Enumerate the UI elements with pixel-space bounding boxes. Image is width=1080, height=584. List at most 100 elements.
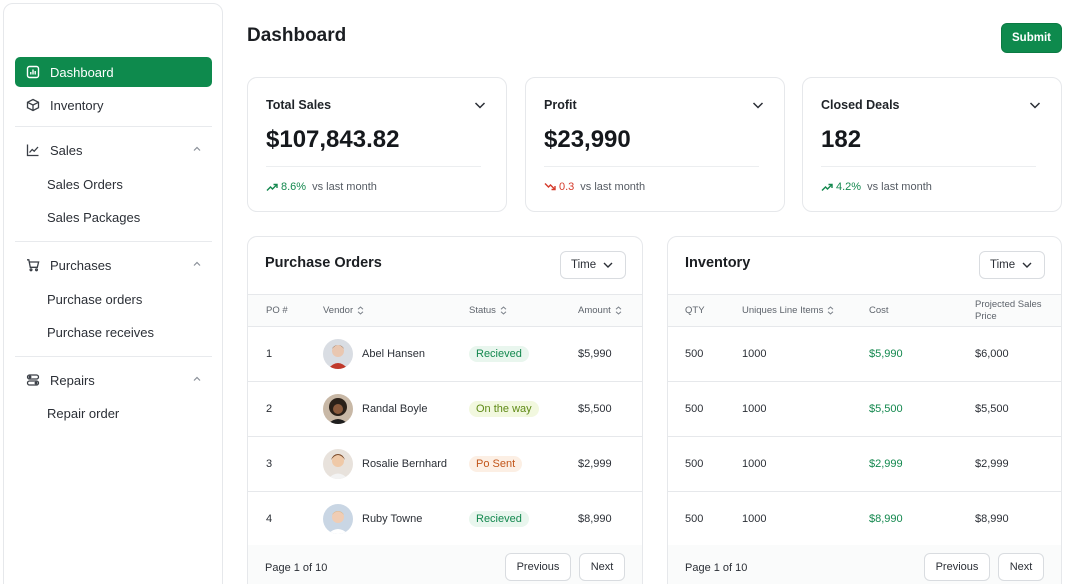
chevron-down-icon [1022, 262, 1032, 268]
status-badge: Po Sent [469, 456, 523, 472]
stat-title: Profit [544, 98, 577, 112]
column-header-unique-line-items[interactable]: Uniques Line Items [742, 295, 834, 326]
divider [15, 126, 212, 127]
chevron-down-icon[interactable] [474, 100, 486, 110]
table-row[interactable]: 500 1000 $5,990 $6,000 [668, 327, 1061, 382]
chevron-down-icon[interactable] [752, 100, 764, 110]
column-header-projected-sales-price: Projected Sales Price [975, 298, 1042, 322]
trend-up-icon [266, 183, 278, 191]
previous-button[interactable]: Previous [505, 553, 571, 581]
status-badge: Recieved [469, 346, 529, 362]
column-header-amount[interactable]: Amount [578, 295, 622, 326]
cell-po: 4 [266, 513, 273, 525]
cell-projected-price: $8,990 [975, 513, 1009, 525]
cell-projected-price: $6,000 [975, 348, 1009, 360]
cell-qty: 500 [685, 513, 704, 525]
column-header-status[interactable]: Status [469, 295, 507, 326]
cell-line-items: 1000 [742, 458, 767, 470]
chevron-up-icon[interactable] [192, 144, 202, 154]
next-button[interactable]: Next [579, 553, 625, 581]
sidebar-item-label: Dashboard [50, 64, 114, 80]
table-row[interactable]: 500 1000 $2,999 $2,999 [668, 437, 1061, 492]
line-chart-icon [26, 143, 40, 157]
cell-po: 2 [266, 403, 273, 415]
time-filter-dropdown[interactable]: Time [979, 251, 1045, 279]
sidebar-item-inventory[interactable]: Inventory [15, 90, 212, 120]
cell-line-items: 1000 [742, 513, 767, 525]
stat-suffix: vs last month [312, 181, 377, 193]
panel-title: Inventory [685, 255, 751, 271]
sort-icon [615, 306, 622, 315]
cell-po: 3 [266, 458, 273, 470]
sidebar-subitem-sales-orders[interactable]: Sales Orders [47, 177, 123, 192]
sidebar-item-purchases[interactable]: Purchases [15, 250, 212, 280]
sidebar-item-label: Purchases [50, 257, 112, 273]
table-header: QTY Uniques Line Items Cost Projected Sa… [668, 294, 1061, 327]
divider [15, 241, 212, 242]
stat-card-profit: Profit $23,990 0.3 vs last month [525, 77, 785, 212]
cell-vendor: Abel Hansen [323, 327, 425, 381]
cell-amount: $5,500 [578, 403, 612, 415]
sidebar: Dashboard Inventory Sales Sales Orders S… [3, 3, 223, 584]
sidebar-subitem-repair-order[interactable]: Repair order [47, 406, 120, 421]
trend-down-icon [544, 183, 556, 191]
sidebar-item-repairs[interactable]: Repairs [15, 365, 212, 395]
page-info: Page 1 of 10 [265, 562, 328, 574]
stat-value: $23,990 [544, 126, 631, 153]
inventory-panel: Inventory Time QTY Uniques Line Items Co… [667, 236, 1062, 584]
next-button[interactable]: Next [998, 553, 1044, 581]
sidebar-subitem-purchase-receives[interactable]: Purchase receives [47, 325, 154, 340]
panel-title: Purchase Orders [265, 255, 382, 271]
time-filter-dropdown[interactable]: Time [560, 251, 626, 279]
cart-icon [26, 258, 40, 272]
cell-status: On the way [469, 382, 539, 436]
cell-vendor: Randal Boyle [323, 382, 427, 436]
divider [15, 356, 212, 357]
cell-amount: $8,990 [578, 513, 612, 525]
stat-card-total-sales: Total Sales $107,843.82 8.6% vs last mon… [247, 77, 507, 212]
status-badge: Recieved [469, 511, 529, 527]
cell-status: Po Sent [469, 437, 523, 491]
chevron-up-icon[interactable] [192, 374, 202, 384]
divider [544, 166, 759, 167]
time-filter-label: Time [990, 259, 1016, 271]
table-row[interactable]: 3 Rosalie Bernhard Po Sent $2,999 [248, 437, 642, 492]
chevron-up-icon[interactable] [192, 259, 202, 269]
sort-icon [827, 306, 834, 315]
stat-trend: 0.3 vs last month [544, 181, 645, 193]
column-header-vendor[interactable]: Vendor [323, 295, 364, 326]
sidebar-item-label: Repairs [50, 372, 95, 388]
table-row[interactable]: 500 1000 $8,990 $8,990 [668, 492, 1061, 547]
sidebar-item-sales[interactable]: Sales [15, 135, 212, 165]
table-row[interactable]: 500 1000 $5,500 $5,500 [668, 382, 1061, 437]
table-row[interactable]: 2 Randal Boyle On the way $5,500 [248, 382, 642, 437]
chevron-down-icon[interactable] [1029, 100, 1041, 110]
sort-icon [357, 306, 364, 315]
cell-status: Recieved [469, 327, 529, 381]
table-row[interactable]: 1 Abel Hansen Recieved $5,990 [248, 327, 642, 382]
submit-button[interactable]: Submit [1001, 23, 1062, 53]
cell-po: 1 [266, 348, 273, 360]
sidebar-item-dashboard[interactable]: Dashboard [15, 57, 212, 87]
sidebar-item-label: Inventory [50, 97, 104, 113]
cell-line-items: 1000 [742, 348, 767, 360]
sidebar-subitem-sales-packages[interactable]: Sales Packages [47, 210, 141, 225]
previous-button[interactable]: Previous [924, 553, 990, 581]
cell-vendor: Ruby Towne [323, 492, 422, 546]
stat-change: 8.6% [281, 181, 307, 193]
stat-suffix: vs last month [867, 181, 932, 193]
purchase-orders-panel: Purchase Orders Time PO # Vendor Status … [247, 236, 643, 584]
table-footer: Page 1 of 10 Previous Next [668, 545, 1061, 584]
avatar [323, 339, 353, 369]
table-row[interactable]: 4 Ruby Towne Recieved $8,990 [248, 492, 642, 547]
status-badge: On the way [469, 401, 539, 417]
cell-projected-price: $5,500 [975, 403, 1009, 415]
avatar [323, 394, 353, 424]
trend-up-icon [821, 183, 833, 191]
sidebar-subitem-purchase-orders[interactable]: Purchase orders [47, 292, 143, 307]
time-filter-label: Time [571, 259, 597, 271]
table-header: PO # Vendor Status Amount [248, 294, 642, 327]
cell-amount: $5,990 [578, 348, 612, 360]
avatar [323, 504, 353, 534]
cell-cost: $8,990 [869, 513, 903, 525]
